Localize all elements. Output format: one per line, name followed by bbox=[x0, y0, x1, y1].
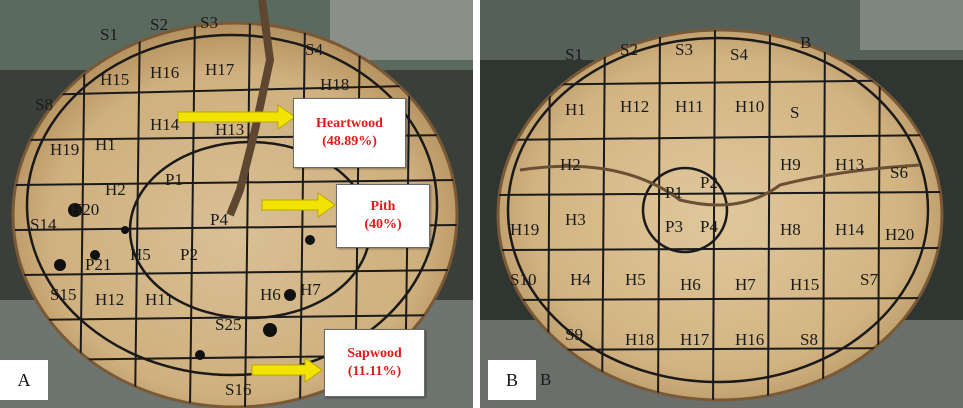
pith-arrow bbox=[261, 192, 336, 218]
sapwood-boundary bbox=[506, 36, 930, 384]
panel-letter-a: A bbox=[0, 360, 48, 400]
svg-text:H8: H8 bbox=[780, 220, 801, 239]
svg-text:S3: S3 bbox=[675, 40, 693, 59]
svg-text:S1: S1 bbox=[100, 25, 118, 44]
svg-text:H20: H20 bbox=[70, 200, 99, 219]
heartwood-label: Heartwood bbox=[316, 116, 383, 131]
svg-text:H19: H19 bbox=[50, 140, 79, 159]
svg-text:P4: P4 bbox=[210, 210, 228, 229]
svg-text:S1: S1 bbox=[565, 45, 583, 64]
photo-panel-b: S1 S2 S3 S4 B H1 H12 H11 H10 S H2 P1 P2 P3 P4 H9 H13 S… bbox=[480, 0, 963, 408]
sapwood-arrow bbox=[251, 357, 323, 383]
svg-text:S25: S25 bbox=[215, 315, 241, 334]
svg-text:H1: H1 bbox=[95, 135, 116, 154]
svg-text:H12: H12 bbox=[620, 97, 649, 116]
svg-text:H3: H3 bbox=[565, 210, 586, 229]
svg-text:P2: P2 bbox=[180, 245, 198, 264]
heartwood-callout: Heartwood (48.89%) bbox=[293, 98, 406, 168]
svg-text:B: B bbox=[800, 33, 811, 52]
svg-text:H14: H14 bbox=[835, 220, 865, 239]
panel-divider bbox=[473, 0, 480, 408]
svg-text:P1: P1 bbox=[665, 183, 683, 202]
svg-text:S10: S10 bbox=[510, 270, 536, 289]
svg-text:S14: S14 bbox=[30, 215, 57, 234]
svg-text:S16: S16 bbox=[225, 380, 251, 399]
svg-text:H17: H17 bbox=[680, 330, 710, 349]
svg-text:H1: H1 bbox=[565, 100, 586, 119]
svg-text:H10: H10 bbox=[735, 97, 764, 116]
svg-text:H19: H19 bbox=[510, 220, 539, 239]
svg-text:H11: H11 bbox=[145, 290, 174, 309]
svg-text:P4: P4 bbox=[700, 217, 718, 236]
svg-text:S: S bbox=[790, 103, 799, 122]
svg-text:H16: H16 bbox=[735, 330, 764, 349]
svg-text:H16: H16 bbox=[150, 63, 179, 82]
svg-text:H20: H20 bbox=[885, 225, 914, 244]
sapwood-callout: Sapwood (11.11%) bbox=[324, 329, 425, 397]
svg-text:H12: H12 bbox=[95, 290, 124, 309]
svg-text:H2: H2 bbox=[560, 155, 581, 174]
svg-text:H18: H18 bbox=[625, 330, 654, 349]
svg-text:P1: P1 bbox=[165, 170, 183, 189]
svg-text:H5: H5 bbox=[625, 270, 646, 289]
svg-text:H6: H6 bbox=[260, 285, 281, 304]
panel-letter-b: B bbox=[488, 360, 536, 400]
pith-value: (40%) bbox=[364, 217, 402, 232]
svg-text:S9: S9 bbox=[565, 325, 583, 344]
photo-panel-a: S1 S2 S3 S4 H15 H16 H17 H18 H19 H1 H14 H13 H2 P1 P4… bbox=[0, 0, 473, 408]
sapwood-label: Sapwood bbox=[347, 346, 402, 361]
svg-text:H4: H4 bbox=[570, 270, 591, 289]
svg-text:S2: S2 bbox=[150, 15, 168, 34]
svg-text:S8: S8 bbox=[35, 95, 53, 114]
svg-text:H6: H6 bbox=[680, 275, 701, 294]
svg-text:S8: S8 bbox=[800, 330, 818, 349]
log-cross-section-b: S1 S2 S3 S4 B H1 H12 H11 H10 S H2 P1 P2 P3 P4 H9 H13 S… bbox=[480, 0, 963, 408]
svg-text:S3: S3 bbox=[200, 13, 218, 32]
svg-text:H9: H9 bbox=[780, 155, 801, 174]
svg-text:H15: H15 bbox=[100, 70, 129, 89]
svg-text:P21: P21 bbox=[85, 255, 111, 274]
sapwood-value: (11.11%) bbox=[347, 364, 402, 379]
svg-text:S6: S6 bbox=[890, 163, 908, 182]
svg-text:H18: H18 bbox=[320, 75, 349, 94]
svg-text:B: B bbox=[540, 370, 551, 389]
svg-text:H13: H13 bbox=[835, 155, 864, 174]
svg-text:H7: H7 bbox=[735, 275, 756, 294]
grid-labels: S1 S2 S3 S4 B H1 H12 H11 H10 S H2 P1 P2 P3 P4 H9 H13 S… bbox=[510, 33, 914, 389]
ink-marks bbox=[54, 203, 315, 360]
svg-text:S4: S4 bbox=[305, 40, 323, 59]
svg-text:S4: S4 bbox=[730, 45, 748, 64]
svg-text:H17: H17 bbox=[205, 60, 235, 79]
svg-text:P3: P3 bbox=[665, 217, 683, 236]
svg-text:H15: H15 bbox=[790, 275, 819, 294]
sapwood-boundary bbox=[25, 33, 439, 377]
svg-text:S15: S15 bbox=[50, 285, 76, 304]
svg-text:H14: H14 bbox=[150, 115, 180, 134]
heartwood-arrow bbox=[177, 104, 296, 130]
crack bbox=[519, 163, 921, 207]
svg-text:S7: S7 bbox=[860, 270, 878, 289]
svg-text:H2: H2 bbox=[105, 180, 126, 199]
yellow-arrows bbox=[177, 104, 336, 383]
svg-text:S2: S2 bbox=[620, 40, 638, 59]
grid-labels: S1 S2 S3 S4 H15 H16 H17 H18 H19 H1 H14 H13 H2 P1 P4… bbox=[30, 13, 349, 399]
svg-text:H5: H5 bbox=[130, 245, 151, 264]
pith-label: Pith bbox=[370, 199, 396, 214]
svg-text:P2: P2 bbox=[700, 173, 718, 192]
log-face bbox=[496, 28, 944, 402]
pith-callout: Pith (40%) bbox=[336, 184, 430, 248]
svg-text:H7: H7 bbox=[300, 280, 321, 299]
crack bbox=[226, 0, 275, 217]
svg-text:H13: H13 bbox=[215, 120, 244, 139]
heartwood-value: (48.89%) bbox=[322, 134, 377, 149]
svg-text:H11: H11 bbox=[675, 97, 704, 116]
pith-boundary bbox=[641, 166, 729, 254]
